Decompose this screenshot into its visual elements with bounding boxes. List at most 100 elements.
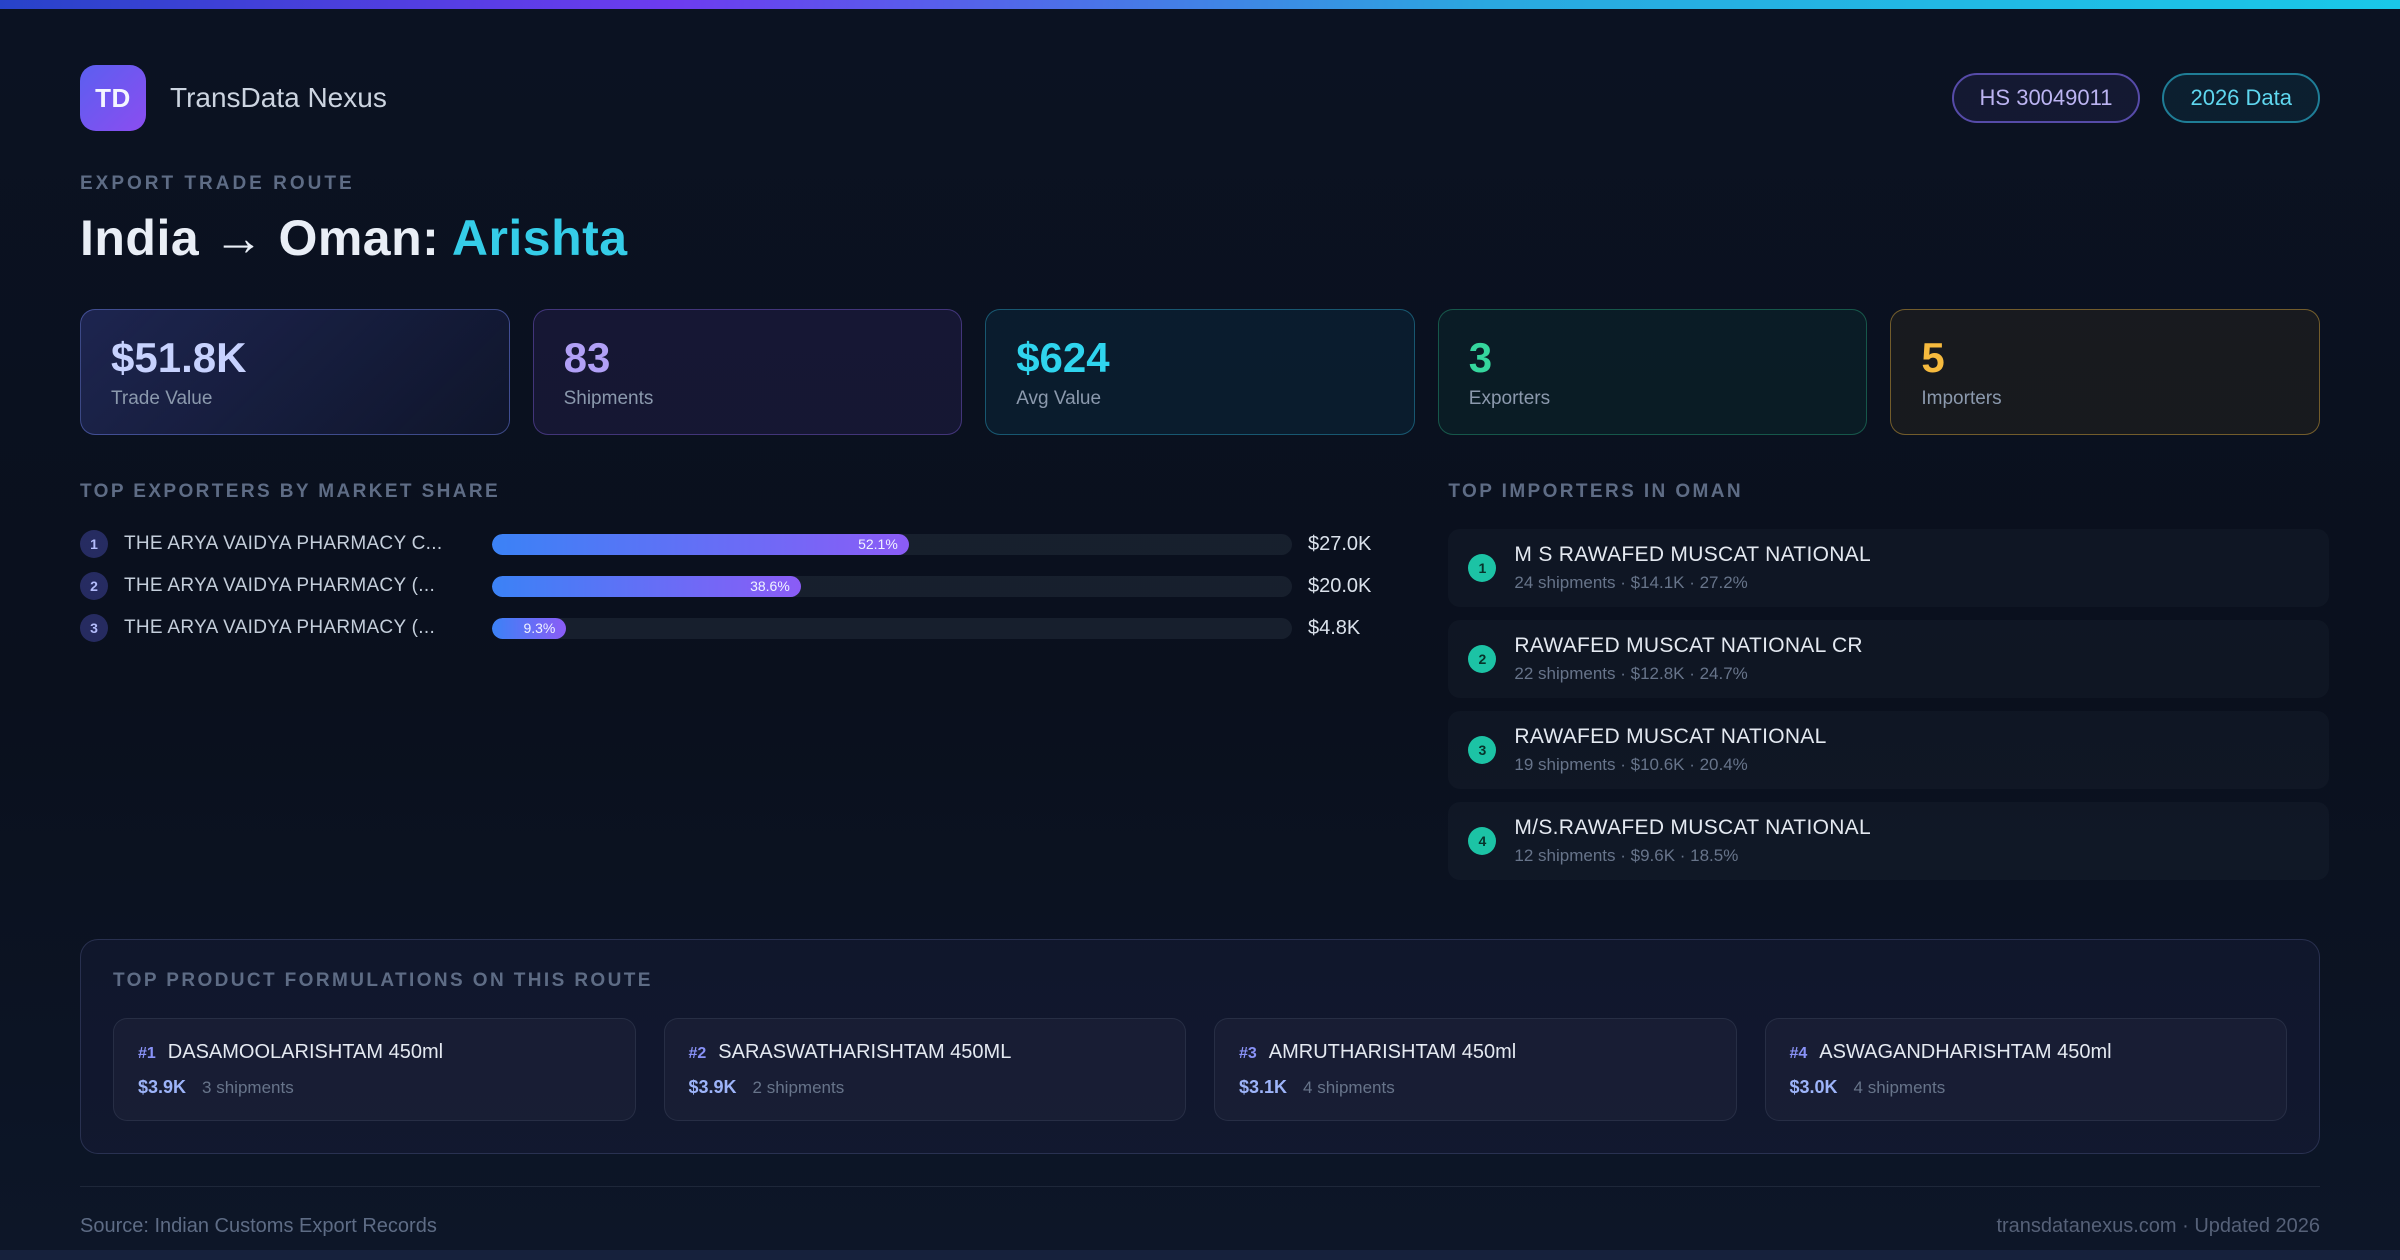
formulation-name: AMRUTHARISHTAM 450ml: [1268, 1041, 1517, 1064]
importer-meta: 22 shipments · $12.8K · 24.7%: [1514, 664, 1748, 684]
formulation-name: ASWAGANDHARISHTAM 450ml: [1819, 1041, 2112, 1064]
importer-name: M/S.RAWAFED MUSCAT NATIONAL: [1514, 816, 1871, 840]
rank-badge: 2: [80, 572, 108, 601]
formulation-title: #1 DASAMOOLARISHTAM 450ml: [138, 1041, 611, 1064]
market-share-percent: 38.6%: [750, 578, 790, 595]
exporter-value: $4.8K: [1308, 616, 1361, 639]
importer-meta: 12 shipments · $9.6K · 18.5%: [1514, 846, 1739, 866]
hs-code-badge[interactable]: HS 30049011: [1951, 73, 2141, 123]
top-accent-strip: [0, 0, 2400, 9]
formulation-rank: #3: [1239, 1045, 1257, 1063]
importer-meta: 19 shipments · $10.6K · 20.4%: [1514, 755, 1748, 775]
stat-value: $51.8K: [111, 334, 247, 381]
formulation-stats: $3.0K 4 shipments: [1790, 1077, 2263, 1098]
formulation-stats: $3.1K 4 shipments: [1239, 1077, 1712, 1098]
formulation-title: #2 SARASWATHARISHTAM 450ML: [689, 1041, 1162, 1064]
page-title: India → Oman: Arishta: [80, 209, 2320, 267]
rank-badge: 4: [1468, 827, 1497, 856]
title-route: India → Oman:: [80, 210, 452, 266]
formulation-value: $3.0K: [1789, 1077, 1838, 1098]
stat-card-exporters: 3 Exporters: [1437, 309, 1868, 436]
exporter-name: THE ARYA VAIDYA PHARMACY C...: [124, 533, 443, 555]
exporter-row[interactable]: 1 THE ARYA VAIDYA PHARMACY C... 52.1% $2…: [80, 529, 1371, 559]
data-year-badge[interactable]: 2026 Data: [2162, 73, 2320, 123]
stat-value: 83: [563, 334, 611, 381]
importer-row[interactable]: 2 RAWAFED MUSCAT NATIONAL CR 22 shipment…: [1448, 620, 2330, 699]
formulations-grid: #1 DASAMOOLARISHTAM 450ml $3.9K 3 shipme…: [113, 1018, 2287, 1122]
importer-name: M S RAWAFED MUSCAT NATIONAL: [1514, 543, 1871, 567]
formulations-panel: TOP PRODUCT FORMULATIONS ON THIS ROUTE #…: [80, 939, 2320, 1155]
app-logo: TD: [80, 65, 146, 131]
footer: Source: Indian Customs Export Records tr…: [80, 1186, 2320, 1238]
stat-card-shipments: 83 Shipments: [532, 309, 963, 436]
rank-badge: 1: [1468, 554, 1497, 583]
importer-meta: 24 shipments · $14.1K · 27.2%: [1514, 573, 1748, 593]
formulation-rank: #4: [1789, 1045, 1808, 1063]
formulation-name: SARASWATHARISHTAM 450ML: [718, 1041, 1012, 1064]
market-share-bar: 52.1%: [492, 533, 1292, 555]
exporters-heading: TOP EXPORTERS BY MARKET SHARE: [80, 481, 501, 503]
stat-label: Importers: [1921, 388, 2002, 410]
source-note: Source: Indian Customs Export Records: [80, 1215, 437, 1238]
formulation-name: DASAMOOLARISHTAM 450ml: [167, 1041, 444, 1064]
rank-badge: 3: [80, 614, 108, 643]
stat-value: 5: [1921, 334, 1945, 381]
title-product-accent: Arishta: [451, 210, 628, 266]
formulation-value: $3.9K: [138, 1077, 187, 1098]
importer-name: RAWAFED MUSCAT NATIONAL CR: [1514, 634, 1863, 658]
importer-row[interactable]: 4 M/S.RAWAFED MUSCAT NATIONAL 12 shipmen…: [1448, 802, 2330, 881]
formulation-title: #4 ASWAGANDHARISHTAM 450ml: [1790, 1041, 2263, 1064]
stat-card-avg-value: $624 Avg Value: [985, 309, 1415, 436]
stat-label: Trade Value: [111, 388, 213, 410]
importer-info: M S RAWAFED MUSCAT NATIONAL 24 shipments…: [1514, 543, 1871, 593]
main-columns: TOP EXPORTERS BY MARKET SHARE 1 THE ARYA…: [80, 481, 2330, 893]
stat-card-trade-value: $51.8K Trade Value: [80, 309, 510, 436]
formulation-card[interactable]: #4 ASWAGANDHARISHTAM 450ml $3.0K 4 shipm…: [1764, 1018, 2287, 1122]
formulation-shipments: 2 shipments: [752, 1078, 845, 1098]
stat-value: $624: [1016, 334, 1110, 381]
importer-info: M/S.RAWAFED MUSCAT NATIONAL 12 shipments…: [1514, 816, 1871, 866]
formulation-card[interactable]: #1 DASAMOOLARISHTAM 450ml $3.9K 3 shipme…: [113, 1018, 636, 1122]
stat-label: Exporters: [1468, 388, 1551, 410]
formulation-title: #3 AMRUTHARISHTAM 450ml: [1239, 1041, 1712, 1064]
exporter-row[interactable]: 2 THE ARYA VAIDYA PHARMACY (... 38.6% $2…: [80, 571, 1371, 601]
header: TD TransData Nexus HS 30049011 2026 Data: [80, 65, 2320, 131]
dashboard-page: TD TransData Nexus HS 30049011 2026 Data…: [0, 9, 2400, 1238]
stat-value: 3: [1468, 334, 1493, 381]
stat-card-importers: 5 Importers: [1890, 309, 2320, 436]
exporter-row[interactable]: 3 THE ARYA VAIDYA PHARMACY (... 9.3% $4.…: [80, 613, 1371, 643]
formulation-value: $3.9K: [688, 1077, 737, 1098]
market-share-bar-fill: 52.1%: [492, 533, 909, 555]
exporter-name: THE ARYA VAIDYA PHARMACY (...: [124, 575, 436, 597]
market-share-bar-fill: 38.6%: [492, 575, 801, 597]
formulation-shipments: 4 shipments: [1853, 1078, 1946, 1098]
formulation-shipments: 4 shipments: [1303, 1078, 1395, 1098]
formulation-card[interactable]: #3 AMRUTHARISHTAM 450ml $3.1K 4 shipment…: [1214, 1018, 1737, 1122]
formulation-card[interactable]: #2 SARASWATHARISHTAM 450ML $3.9K 2 shipm…: [663, 1018, 1186, 1122]
app-name: TransData Nexus: [170, 82, 387, 113]
market-share-bar-fill: 9.3%: [492, 617, 567, 639]
importer-info: RAWAFED MUSCAT NATIONAL CR 22 shipments …: [1514, 634, 1863, 684]
exporters-section: TOP EXPORTERS BY MARKET SHARE 1 THE ARYA…: [80, 481, 1371, 893]
exporter-name: THE ARYA VAIDYA PHARMACY (...: [124, 617, 436, 639]
importer-row[interactable]: 1 M S RAWAFED MUSCAT NATIONAL 24 shipmen…: [1448, 529, 2330, 608]
market-share-bar: 9.3%: [492, 617, 1292, 639]
rank-badge: 1: [80, 530, 108, 559]
formulations-heading: TOP PRODUCT FORMULATIONS ON THIS ROUTE: [113, 970, 653, 992]
formulation-stats: $3.9K 2 shipments: [689, 1077, 1162, 1098]
importers-heading: TOP IMPORTERS IN OMAN: [1448, 481, 1743, 503]
site-note: transdatanexus.com · Updated 2026: [1996, 1215, 2320, 1238]
formulation-value: $3.1K: [1239, 1077, 1288, 1098]
rank-badge: 2: [1468, 645, 1497, 674]
header-badges: HS 30049011 2026 Data: [1951, 73, 2320, 123]
importer-name: RAWAFED MUSCAT NATIONAL: [1514, 725, 1827, 749]
formulation-stats: $3.9K 3 shipments: [138, 1077, 611, 1098]
stats-row: $51.8K Trade Value 83 Shipments $624 Avg…: [80, 309, 2320, 436]
brand: TD TransData Nexus: [80, 65, 387, 131]
stat-label: Avg Value: [1016, 388, 1102, 410]
bottom-edge-strip: [0, 1250, 2400, 1260]
market-share-percent: 52.1%: [858, 536, 898, 553]
exporter-value: $20.0K: [1308, 574, 1372, 597]
importer-row[interactable]: 3 RAWAFED MUSCAT NATIONAL 19 shipments ·…: [1448, 711, 2330, 790]
market-share-bar: 38.6%: [492, 575, 1292, 597]
